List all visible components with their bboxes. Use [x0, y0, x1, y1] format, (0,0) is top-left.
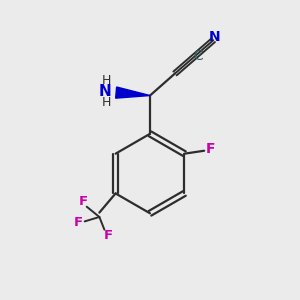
Text: F: F [104, 229, 113, 242]
Text: N: N [99, 84, 111, 99]
Text: H: H [102, 96, 111, 110]
Text: F: F [79, 195, 88, 208]
Text: C: C [194, 49, 203, 63]
Text: N: N [209, 30, 220, 44]
Text: F: F [206, 142, 216, 156]
Text: H: H [102, 74, 111, 87]
Text: F: F [73, 216, 83, 230]
Polygon shape [116, 87, 150, 98]
